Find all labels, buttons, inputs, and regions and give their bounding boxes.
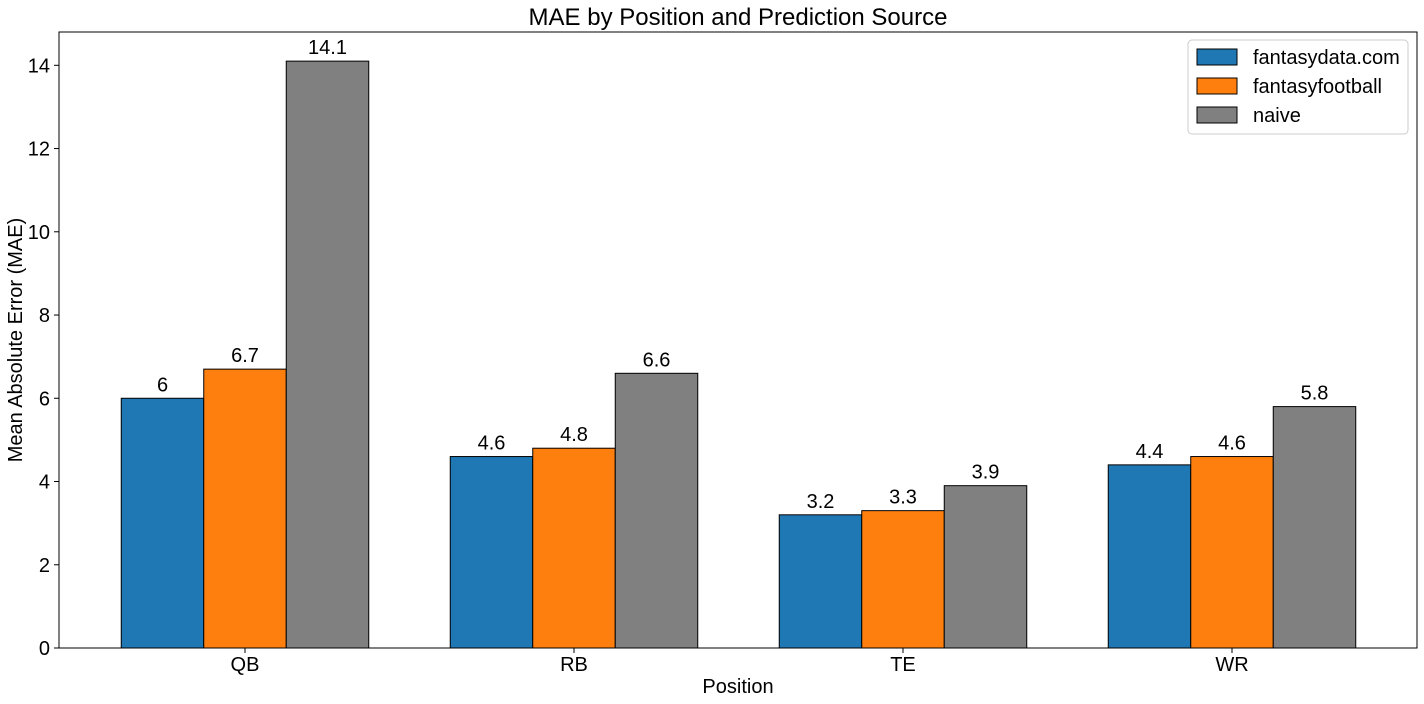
bar-value-label: 4.6 xyxy=(478,433,506,455)
bar-value-label: 4.6 xyxy=(1218,433,1246,455)
bar-rb-naive xyxy=(614,372,699,649)
bar-wr-fantasydata-com xyxy=(1107,464,1192,649)
x-tick-label: RB xyxy=(560,654,588,676)
bar-value-label: 6 xyxy=(157,374,168,396)
y-tick-label: 10 xyxy=(28,222,50,244)
legend: fantasydata.com fantasyfootball naive xyxy=(1187,39,1409,135)
y-tick-label: 0 xyxy=(39,638,50,660)
bar-value-label: 3.9 xyxy=(972,462,1000,484)
plot-frame xyxy=(58,31,1418,649)
y-tick-label: 2 xyxy=(39,555,50,577)
y-axis-ticks: 0 2 4 6 8 10 12 14 xyxy=(28,55,59,660)
legend-label: fantasydata.com xyxy=(1253,47,1400,69)
bar-qb-naive xyxy=(285,60,370,649)
legend-label: naive xyxy=(1253,105,1301,127)
x-tick-label: QB xyxy=(231,654,260,676)
legend-box xyxy=(1187,39,1409,135)
y-tick-label: 4 xyxy=(39,472,50,494)
bar-value-label: 3.2 xyxy=(807,491,835,513)
x-tick-label: TE xyxy=(890,654,916,676)
bar-wr-fantasyfootball xyxy=(1190,456,1274,649)
bars-group xyxy=(120,60,1357,649)
bar-value-label: 14.1 xyxy=(308,37,347,59)
legend-swatch xyxy=(1196,106,1238,124)
bar-value-label: 6.6 xyxy=(643,349,671,371)
y-tick-label: 14 xyxy=(28,55,50,77)
bar-labels-group: 6 4.6 3.2 4.4 6.7 4.8 3.3 4.6 14.1 6.6 3.9 5.8 xyxy=(157,37,1328,513)
bar-te-naive xyxy=(943,485,1028,649)
x-tick-label: WR xyxy=(1215,654,1248,676)
y-tick-label: 12 xyxy=(28,139,50,161)
y-axis-label: Mean Absolute Error (MAE) xyxy=(5,218,27,463)
bar-te-fantasyfootball xyxy=(861,510,945,649)
bar-te-fantasydata-com xyxy=(778,514,863,649)
legend-swatch xyxy=(1196,48,1238,66)
bar-rb-fantasyfootball xyxy=(532,447,616,649)
legend-swatch xyxy=(1196,77,1238,95)
bar-wr-naive xyxy=(1272,406,1357,649)
bar-rb-fantasydata-com xyxy=(449,456,534,649)
bar-qb-fantasydata-com xyxy=(120,397,205,649)
bar-value-label: 4.8 xyxy=(560,424,588,446)
chart-title: MAE by Position and Prediction Source xyxy=(529,4,948,31)
bar-value-label: 4.4 xyxy=(1136,441,1164,463)
bar-value-label: 3.3 xyxy=(889,487,917,509)
bar-qb-fantasyfootball xyxy=(203,368,287,649)
y-tick-label: 6 xyxy=(39,388,50,410)
bar-value-label: 6.7 xyxy=(231,345,259,367)
y-tick-label: 8 xyxy=(39,305,50,327)
legend-label: fantasyfootball xyxy=(1253,76,1382,98)
bar-value-label: 5.8 xyxy=(1301,383,1329,405)
x-axis-label: Position xyxy=(702,676,773,698)
x-axis-ticks: QB RB TE WR xyxy=(231,648,1249,676)
